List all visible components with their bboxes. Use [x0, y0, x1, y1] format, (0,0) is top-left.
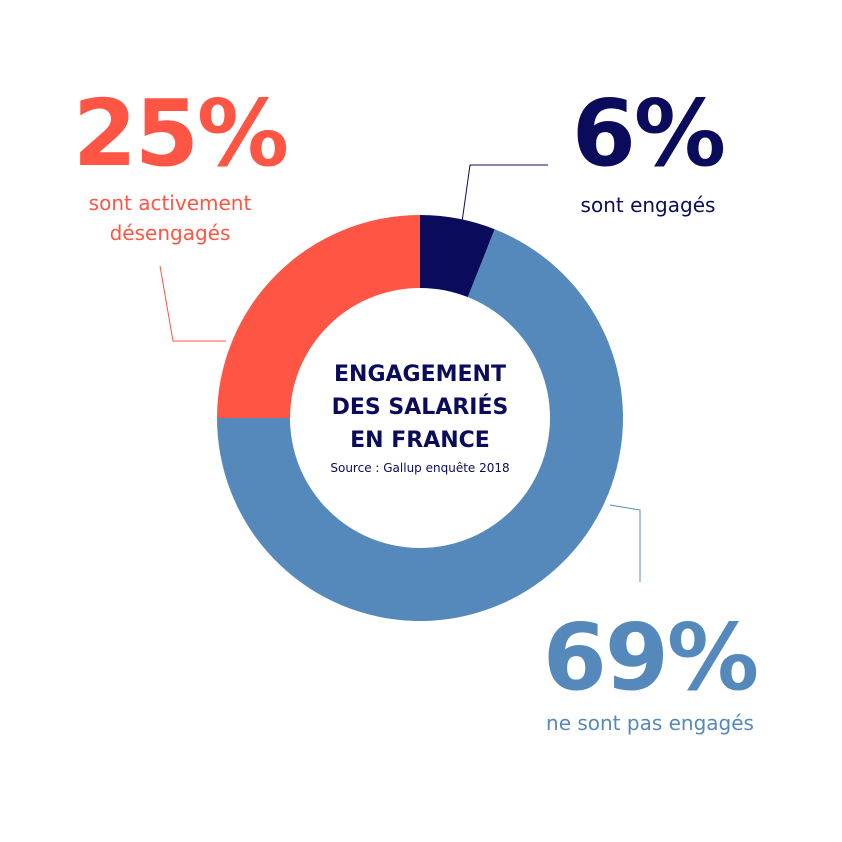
chart-subtitle: Source : Gallup enquête 2018 [330, 461, 510, 475]
category-label: sont activement désengagés [88, 191, 252, 245]
category-label: sont engagés [580, 193, 716, 217]
leader-line [609, 504, 641, 582]
value-label: 25% [72, 80, 289, 187]
value-label: 69% [542, 604, 759, 711]
center-text: ENGAGEMENT DES SALARIÉS EN FRANCE Source… [320, 358, 520, 475]
category-label: ne sont pas engagés [546, 711, 754, 735]
value-label: 6% [571, 80, 726, 187]
leader-line [461, 164, 548, 223]
leader-line [159, 265, 226, 342]
donut-slice [420, 215, 495, 298]
chart-title: ENGAGEMENT DES SALARIÉS EN FRANCE [331, 362, 509, 453]
donut-slice [217, 229, 623, 621]
donut-slice [217, 215, 420, 418]
